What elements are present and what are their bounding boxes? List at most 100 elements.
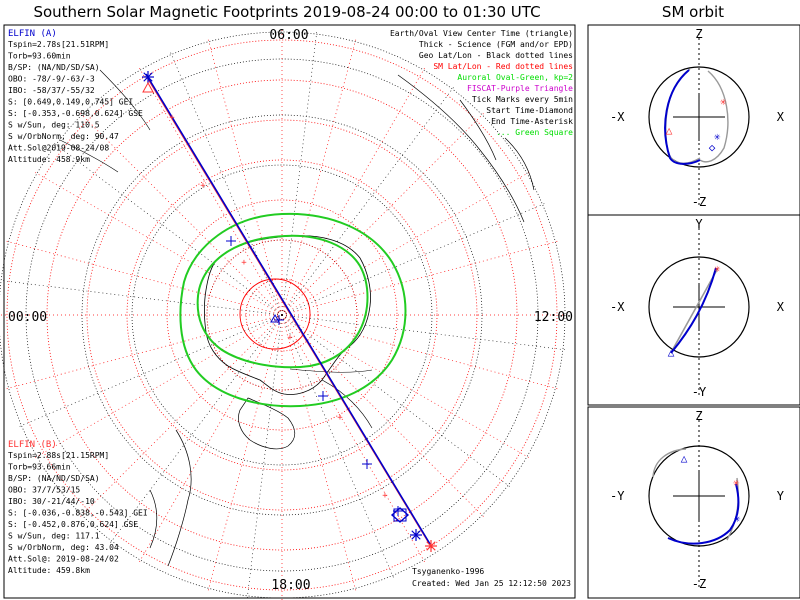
sm-lat-circle (6, 39, 558, 591)
legend-item: Thick - Science (FGM and/or EPD) (419, 40, 573, 49)
elfin_b-line: Altitude: 459.8km (8, 566, 90, 575)
orbit-b-xz (665, 68, 701, 164)
view-triangle (270, 313, 280, 323)
elfin_a-line: Torb=93.60min (8, 52, 71, 61)
australia-outline (397, 74, 535, 223)
elfin_a-line: S: [-0.353,-0.698,0.624] GSE (8, 109, 143, 118)
legend: Earth/Oval View Center Time (triangle) Th… (390, 29, 573, 137)
start-asterisk-a (143, 72, 153, 82)
elfin_a-line: IBO: -58/37/-55/32 (8, 86, 95, 95)
end-asterisk-a (411, 530, 421, 540)
map-frame (3, 24, 576, 599)
sm-lat-circle (166, 199, 398, 431)
mlt-label-left: 00:00 (8, 310, 47, 325)
sm-lon-line (139, 68, 283, 316)
axis-label-top: Z (695, 27, 702, 41)
antarctica-outline (204, 235, 371, 395)
elfin_b-line: S w/Sun, deg: 117.1 (8, 532, 100, 541)
sm-lat-circle (46, 79, 518, 551)
sm-lon-line (281, 113, 484, 316)
sm-lon-line (80, 314, 283, 517)
sm-lon-line (80, 113, 283, 316)
sm-lon-line (207, 314, 283, 591)
elfin_a-line: Tspin=2.78s[21.51RPM] (8, 40, 109, 49)
elfin_b-line: OBO: 37/7/53/15 (8, 486, 80, 495)
orbit-end-a: ✳ (714, 130, 721, 143)
model-label: Tsyganenko-1996 (412, 567, 484, 576)
legend-item: ... Green Square (496, 128, 573, 137)
sm-lon-line (281, 68, 425, 316)
orbit-panel-yz: Z -Z -Y Y (587, 406, 800, 599)
orbit-end-b: ✳ (720, 95, 727, 108)
geo-lon-line (281, 32, 318, 316)
axis-label-top: Z (695, 409, 702, 423)
elfin-a-info: ELFIN (A)Tspin=2.78s[21.51RPM] Torb=93.60… (8, 29, 143, 164)
orbit-start-a: ◇ (709, 141, 716, 154)
sm-lon-line (281, 314, 357, 591)
sm-lon-line (6, 314, 283, 390)
axis-label-left: -Y (610, 489, 625, 503)
sm-lat-circle (206, 239, 358, 391)
earth-circle (648, 66, 750, 168)
axis-label-right: X (777, 110, 785, 124)
elfin_a-line: Att.Sol@2019-08-24/08 (8, 144, 109, 153)
geo-lon-line (281, 314, 565, 351)
axis-label-left: -X (610, 110, 625, 124)
start-diamond (390, 507, 410, 523)
earth-circle (648, 256, 750, 358)
sm-lat-circle (86, 119, 478, 511)
sm-lon-line (281, 172, 529, 316)
legend-item: SM Lat/Lon - Red dotted lines (433, 62, 573, 71)
legend-item: Earth/Oval View Center Time (triangle) (390, 29, 573, 38)
elfin_a-name: ELFIN (A) (8, 29, 57, 39)
sm-pole-circle (239, 278, 311, 350)
orbit-panel-xz: Z -Z -X X (587, 24, 800, 216)
ice-shelf-outline (289, 368, 373, 429)
orbit-b-xz-2 (699, 70, 729, 163)
orbit-a-yz (667, 483, 740, 545)
elfin_b-line: B/SP: (NA/ND/SD/SA) (8, 474, 100, 483)
geo-lon-line (281, 87, 454, 316)
geo-lat-circle (131, 164, 433, 466)
footprint-tracks: + + + + + + (142, 71, 437, 552)
sm-lon-line (281, 314, 425, 562)
axis-label-left: -X (610, 300, 625, 314)
axis-label-bottom: -Z (692, 195, 706, 209)
b-tick-mark: + (169, 113, 175, 123)
sm-lon-line (281, 314, 484, 517)
geo-lon-line (19, 314, 283, 427)
elfin_a-line: S w/Sun, deg: 110.5 (8, 121, 100, 130)
axis-label-bottom: -Y (692, 385, 707, 399)
geo-lon-line (281, 203, 545, 316)
geo-lon-line (281, 314, 510, 487)
orbit-panel-frame (587, 406, 800, 599)
sm-lon-line (281, 314, 529, 458)
orbit-end-a-yz: ✳ (734, 512, 741, 525)
legend-item: End Time-Asterisk (491, 117, 573, 126)
orbit-title: SM orbit (662, 3, 724, 21)
geo-lon-line (246, 314, 283, 598)
orbit-panel-frame (587, 214, 800, 406)
south-america-outline (149, 429, 192, 567)
geo-lat-circle (0, 31, 566, 599)
legend-item: Tick Marks every 5min (472, 95, 573, 104)
center-triangle (142, 81, 154, 93)
orbit-center-a-xy: △ (668, 346, 675, 359)
elfin-a-track (145, 73, 431, 545)
elfin_a-line: S: [0.649,0.149,0.745] GEI (8, 98, 133, 107)
elfin_a-line: S w/OrbNorm, deg: 90.47 (8, 132, 119, 141)
main-title: Southern Solar Magnetic Footprints 2019-… (33, 3, 540, 21)
orbit-center-a-yz: △ (681, 452, 688, 465)
mlt-label-top: 06:00 (269, 28, 308, 43)
elfin_a-line: B/SP: (NA/ND/SD/SA) (8, 63, 100, 72)
orbit-end-b-yz: ✳ (733, 476, 740, 489)
auroral-oval (179, 212, 407, 408)
b-tick-mark: + (337, 413, 343, 423)
legend-item: Geo Lat/Lon - Black dotted lines (419, 51, 573, 60)
axis-label-right: Y (777, 489, 785, 503)
sm-lon-line (207, 39, 283, 316)
peninsula-outline (238, 397, 296, 450)
polar-grid (0, 30, 567, 600)
b-tick-mark: + (382, 491, 388, 501)
